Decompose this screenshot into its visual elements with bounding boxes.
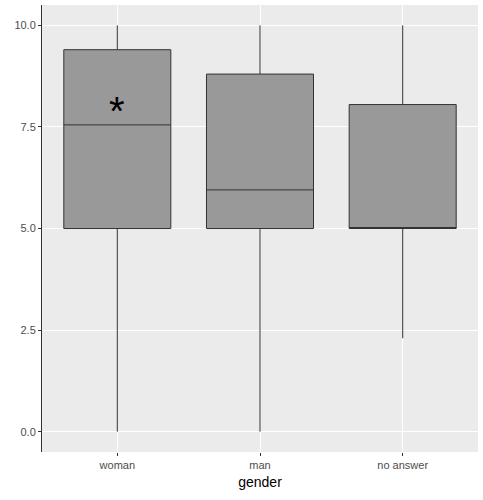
svg-text:10.0: 10.0 bbox=[14, 19, 35, 31]
svg-text:5.0: 5.0 bbox=[21, 222, 36, 234]
svg-text:0.0: 0.0 bbox=[21, 426, 36, 438]
svg-text:7.5: 7.5 bbox=[21, 121, 36, 133]
svg-text:man: man bbox=[249, 459, 270, 471]
svg-text:gender: gender bbox=[238, 474, 282, 490]
svg-text:2.5: 2.5 bbox=[21, 324, 36, 336]
svg-text:*: * bbox=[109, 89, 125, 133]
svg-text:woman: woman bbox=[99, 459, 135, 471]
svg-text:no answer: no answer bbox=[377, 459, 428, 471]
